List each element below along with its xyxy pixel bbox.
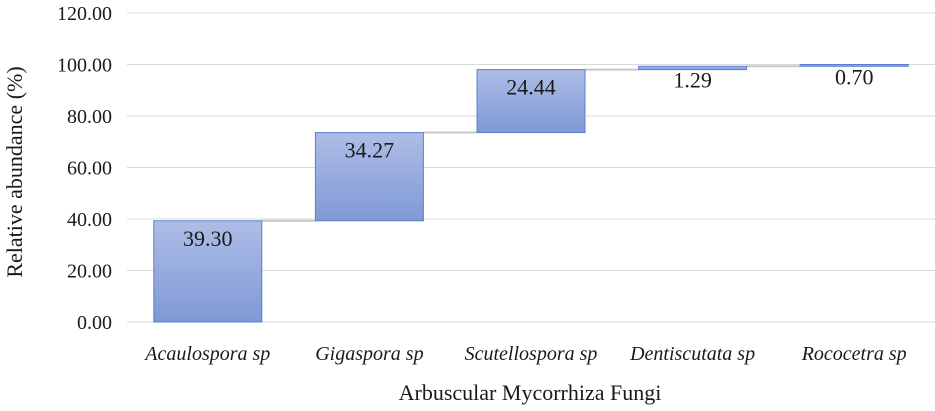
data-label: 24.44 (506, 75, 556, 100)
bar (314, 132, 424, 222)
bar (476, 69, 586, 134)
data-label: 0.70 (835, 64, 874, 89)
bar (153, 220, 263, 323)
x-category-label: Scutellospora sp (465, 343, 598, 365)
y-tick-label: 40.00 (67, 209, 112, 231)
data-label: 1.29 (673, 68, 712, 93)
bar (799, 64, 909, 67)
x-axis-title: Arbuscular Mycorrhiza Fungi (399, 380, 662, 405)
data-label: 34.27 (345, 138, 395, 163)
y-tick-label: 120.00 (57, 3, 112, 25)
x-axis-categories: Acaulospora sp Gigaspora sp Scutellospora … (143, 343, 906, 365)
data-label: 39.30 (183, 226, 233, 251)
bars (153, 64, 909, 323)
y-tick-label: 100.00 (57, 55, 112, 77)
y-tick-label: 60.00 (67, 158, 112, 180)
data-labels: 39.30 34.27 24.44 1.29 0.70 (183, 64, 873, 251)
bar (638, 65, 748, 71)
y-axis-ticks: 0.00 20.00 40.00 60.00 80.00 100.00 120.00 (57, 3, 112, 334)
y-tick-label: 20.00 (67, 261, 112, 283)
connectors (261, 65, 801, 222)
y-tick-label: 80.00 (67, 106, 112, 128)
x-category-label: Rococetra sp (801, 343, 907, 365)
y-axis-title: Relative abundance (%) (2, 66, 27, 277)
x-category-label: Gigaspora sp (315, 343, 423, 365)
y-tick-label: 0.00 (77, 312, 112, 334)
x-category-label: Acaulospora sp (143, 343, 270, 365)
x-category-label: Dentiscutata sp (629, 343, 755, 365)
